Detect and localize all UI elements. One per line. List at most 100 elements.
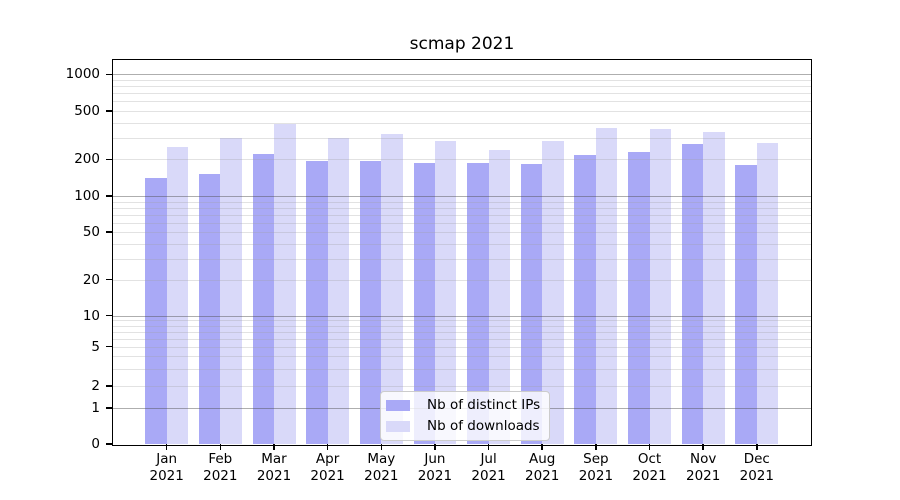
bar (220, 138, 242, 444)
bar (703, 131, 725, 444)
bar (595, 128, 618, 444)
minor-gridline (113, 356, 811, 358)
x-tick-year: 2021 (632, 468, 667, 484)
x-tick-month: Mar (261, 451, 287, 467)
x-tick-label: Jan 2021 (137, 451, 197, 485)
bar (467, 163, 489, 444)
bar (756, 142, 779, 444)
x-tick-year: 2021 (739, 468, 774, 484)
bar (252, 154, 274, 444)
x-tick-mark (273, 444, 275, 450)
legend-label: Nb of downloads (427, 418, 540, 434)
y-tick-mark (106, 195, 113, 197)
minor-gridline (113, 243, 811, 245)
minor-gridline (113, 201, 811, 203)
minor-gridline (113, 79, 811, 81)
x-tick-month: Dec (743, 451, 770, 467)
major-gridline (113, 315, 811, 317)
minor-gridline (113, 338, 811, 340)
bar (574, 154, 596, 444)
x-tick-mark (326, 444, 329, 450)
minor-gridline (113, 159, 811, 161)
legend-swatch (386, 399, 410, 411)
x-tick-mark (380, 444, 383, 450)
x-tick-month: Jan (156, 451, 178, 467)
x-tick-label: May 2021 (351, 451, 411, 485)
x-tick-mark (165, 444, 168, 450)
x-tick-mark (595, 444, 597, 450)
chart-title: scmap 2021 (409, 34, 515, 54)
y-tick-label: 20 (82, 271, 100, 288)
x-tick-label: Mar 2021 (244, 451, 304, 485)
y-tick-mark (106, 158, 113, 161)
y-tick-label: 100 (74, 188, 100, 204)
legend-item: Nb of distinct IPs (386, 397, 540, 413)
x-tick-mark (487, 444, 490, 450)
bar (306, 161, 328, 444)
minor-gridline (113, 279, 811, 281)
minor-gridline (113, 207, 811, 209)
x-tick-label: Sep 2021 (566, 451, 626, 485)
bar (359, 161, 382, 444)
minor-gridline (113, 346, 811, 348)
minor-gridline (113, 101, 811, 103)
minor-gridline (113, 222, 811, 224)
x-tick-year: 2021 (364, 468, 399, 484)
bar (145, 177, 167, 444)
bar (488, 150, 511, 444)
bar (628, 151, 650, 444)
x-tick-label: Aug 2021 (512, 451, 572, 485)
x-tick-year: 2021 (471, 468, 506, 484)
y-tick-mark (106, 385, 113, 387)
minor-gridline (113, 368, 811, 370)
x-tick-month: Feb (208, 451, 233, 467)
minor-gridline (113, 122, 811, 124)
x-tick-year: 2021 (149, 468, 184, 484)
y-tick-mark (106, 407, 113, 409)
x-tick-year: 2021 (310, 468, 345, 484)
x-tick-mark (434, 444, 436, 450)
x-tick-label: Dec 2021 (727, 451, 787, 485)
x-tick-mark (541, 444, 543, 450)
x-tick-year: 2021 (525, 468, 560, 484)
x-tick-label: Apr 2021 (298, 451, 358, 485)
y-tick-label: 1 (91, 400, 100, 416)
bar (274, 124, 296, 444)
legend-item: Nb of downloads (386, 418, 540, 434)
bar (413, 162, 435, 444)
minor-gridline (113, 320, 811, 322)
y-tick-label: 50 (82, 224, 100, 240)
x-tick-month: Aug (529, 451, 556, 467)
bar (649, 129, 671, 444)
y-tick-mark (106, 345, 113, 348)
x-tick-mark (648, 444, 651, 450)
minor-gridline (113, 137, 811, 139)
y-tick-mark (106, 73, 113, 76)
x-tick-mark (219, 444, 222, 450)
x-tick-month: May (367, 451, 396, 467)
legend-label: Nb of distinct IPs (427, 397, 541, 413)
x-tick-month: Nov (690, 451, 717, 467)
x-tick-label: Feb 2021 (190, 451, 250, 485)
y-tick-label: 500 (74, 102, 100, 119)
y-tick-mark (106, 110, 113, 112)
legend-swatch (386, 420, 410, 432)
minor-gridline (113, 325, 811, 327)
x-tick-label: Jul 2021 (459, 451, 519, 485)
x-tick-year: 2021 (203, 468, 238, 484)
minor-gridline (113, 258, 811, 260)
minor-gridline (113, 214, 811, 216)
x-tick-year: 2021 (578, 468, 614, 484)
bar (681, 143, 704, 444)
bar (735, 164, 757, 444)
minor-gridline (113, 110, 811, 112)
x-tick-label: Nov 2021 (673, 451, 733, 485)
x-tick-year: 2021 (686, 468, 721, 484)
bar (434, 141, 457, 444)
minor-gridline (113, 93, 811, 95)
y-tick-label: 5 (91, 338, 100, 355)
y-tick-label: 1000 (65, 66, 100, 83)
x-tick-label: Oct 2021 (620, 451, 680, 485)
x-tick-month: Jul (480, 451, 497, 467)
